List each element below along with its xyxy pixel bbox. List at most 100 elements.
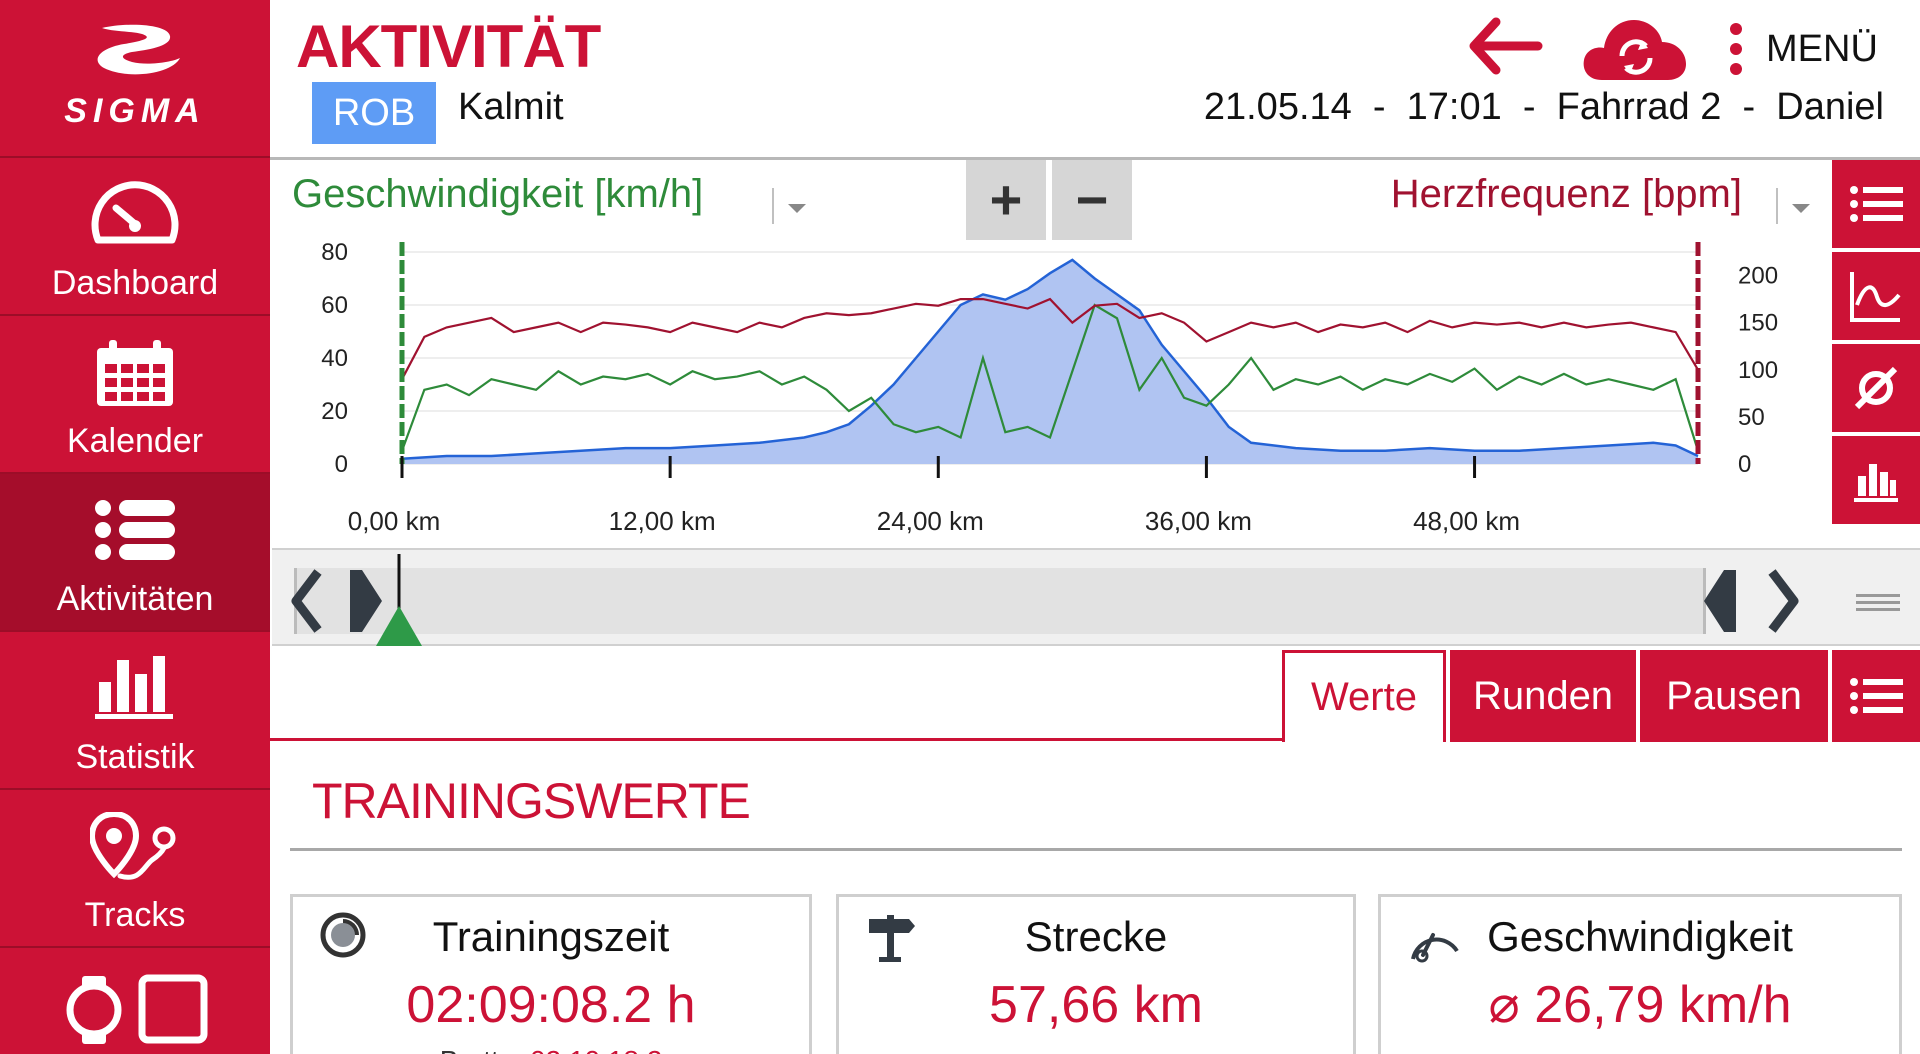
chart-tools [1832, 160, 1920, 528]
chart-bar-button[interactable] [1832, 436, 1920, 528]
sigma-logo[interactable]: SIGMA [0, 0, 270, 158]
speedometer-icon [91, 181, 179, 244]
card-geschwindigkeit: Geschwindigkeit ⌀ 26,79 km/h [1378, 894, 1902, 1054]
arrow-left-icon [1469, 17, 1543, 75]
x-tick-label: 36,00 km [1145, 506, 1252, 536]
timeline-scrubber[interactable] [272, 548, 1920, 646]
page-title: AKTIVITÄT [296, 13, 601, 80]
card-value: ⌀ 26,79 km/h [1488, 976, 1792, 1034]
range-start-handle[interactable] [348, 568, 384, 634]
sub-value: 02:10:18.2 [530, 1045, 662, 1054]
sub-label: Brutto: [440, 1045, 522, 1054]
sidebar: SIGMA Dashboard Kalender [0, 0, 270, 1054]
speedometer-icon [1411, 933, 1459, 963]
sidebar-item-aktivitaeten[interactable]: Aktivitäten [0, 474, 270, 632]
card-title: Strecke [1024, 913, 1168, 960]
y-left-tick-label: 80 [321, 239, 348, 266]
chevron-down-icon [1792, 204, 1810, 213]
chart-list-button[interactable] [1832, 160, 1920, 252]
left-metric-select[interactable]: Geschwindigkeit [km/h] [292, 172, 704, 216]
list-icon [95, 500, 175, 560]
list-icon [1850, 186, 1903, 222]
section-title: TRAININGSWERTE [312, 773, 751, 829]
calendar-icon [97, 340, 173, 406]
tab-runden[interactable]: Runden [1450, 650, 1636, 742]
sidebar-item-label: Kalender [66, 422, 204, 460]
header-divider [270, 157, 1920, 160]
x-tick-label: 24,00 km [877, 506, 984, 536]
menu-label: MENÜ [1766, 27, 1878, 70]
logo-text: SIGMA [64, 92, 206, 130]
sigma-swoosh-icon [97, 24, 180, 75]
more-vertical-icon [1730, 23, 1742, 75]
series-line-geschwindigkeit [400, 303, 1700, 452]
y-left-tick-label: 40 [321, 345, 348, 372]
signpost-icon [869, 915, 915, 962]
y-left-tick-label: 60 [321, 292, 348, 319]
activity-name: Kalmit [458, 86, 564, 128]
chevron-down-icon [788, 204, 806, 213]
plus-icon: + [989, 168, 1023, 231]
chart-average-button[interactable] [1832, 344, 1920, 436]
minus-icon: − [1075, 168, 1109, 231]
card-value: 57,66 km [989, 976, 1203, 1034]
y-left-tick-label: 0 [335, 451, 348, 478]
menu-button[interactable]: MENÜ [1730, 14, 1878, 84]
card-trainingszeit: Trainingszeit 02:09:08.2 h Brutto: 02:10… [290, 894, 812, 1054]
route-icon [90, 812, 176, 880]
cloud-sync-icon [1583, 20, 1686, 80]
clock-icon [320, 912, 366, 958]
tab-pausen[interactable]: Pausen [1640, 650, 1828, 742]
sidebar-item-tracks[interactable]: Tracks [0, 790, 270, 948]
y-right-tick-label: 50 [1738, 404, 1765, 431]
sidebar-item-label: Dashboard [51, 264, 219, 302]
series-line-herzfrequenz [401, 297, 1699, 380]
tab-list-button[interactable] [1832, 650, 1920, 742]
device-icon [66, 974, 208, 1044]
series-line-hoehe [401, 258, 1699, 460]
drag-handle-icon[interactable] [1856, 594, 1900, 615]
line-chart-icon [1850, 272, 1901, 322]
bar-chart-icon [1854, 464, 1898, 502]
y-right-tick-label: 100 [1738, 357, 1778, 384]
tabs-divider [270, 738, 1282, 741]
sport-badge: ROB [312, 82, 436, 144]
sidebar-item-dashboard[interactable]: Dashboard [0, 158, 270, 316]
series-area-hoehe [402, 259, 1698, 464]
sidebar-item-label: Statistik [75, 738, 195, 776]
x-tick-label: 0,00 km [348, 506, 441, 536]
sidebar-item-label: Tracks [84, 896, 186, 934]
back-button[interactable] [1466, 14, 1546, 78]
sidebar-item-statistik[interactable]: Statistik [0, 632, 270, 790]
sync-button[interactable] [1580, 12, 1690, 84]
card-value: 02:09:08.2 h [406, 976, 696, 1034]
card-strecke: Strecke 57,66 km [836, 894, 1356, 1054]
right-metric-dropdown[interactable] [1776, 178, 1816, 228]
average-icon [1854, 366, 1898, 410]
tab-werte[interactable]: Werte [1282, 650, 1446, 742]
list-icon [1850, 678, 1903, 714]
y-left-tick-label: 20 [321, 398, 348, 425]
range-end-handle[interactable] [1702, 568, 1738, 634]
x-tick-label: 12,00 km [609, 506, 716, 536]
bar-chart-icon [95, 656, 173, 719]
sidebar-item-devices[interactable] [0, 948, 270, 1054]
activity-meta: 21.05.14 - 17:01 - Fahrrad 2 - Daniel [1203, 86, 1884, 128]
position-marker[interactable] [374, 554, 424, 646]
zoom-in-button[interactable]: + [966, 160, 1046, 240]
chevron-right-icon[interactable] [1760, 568, 1804, 634]
sidebar-item-kalender[interactable]: Kalender [0, 316, 270, 474]
y-right-tick-label: 200 [1738, 263, 1778, 290]
scrubber-track[interactable] [294, 568, 1706, 634]
card-subvalue: Brutto: 02:10:18.2 [293, 1045, 809, 1054]
activity-chart: 0 20 40 60 80 0 50 100 150 200 0,00 km 12,00 km 24,0… [321, 239, 1778, 536]
x-tick-label: 48,00 km [1413, 506, 1520, 536]
zoom-out-button[interactable]: − [1052, 160, 1132, 240]
chevron-left-icon[interactable] [286, 568, 330, 634]
sidebar-item-label: Aktivitäten [56, 580, 214, 618]
left-metric-dropdown[interactable] [772, 178, 812, 228]
y-right-tick-label: 150 [1738, 310, 1778, 337]
chart-line-button[interactable] [1832, 252, 1920, 344]
right-metric-select[interactable]: Herzfrequenz [bpm] [1390, 172, 1742, 216]
